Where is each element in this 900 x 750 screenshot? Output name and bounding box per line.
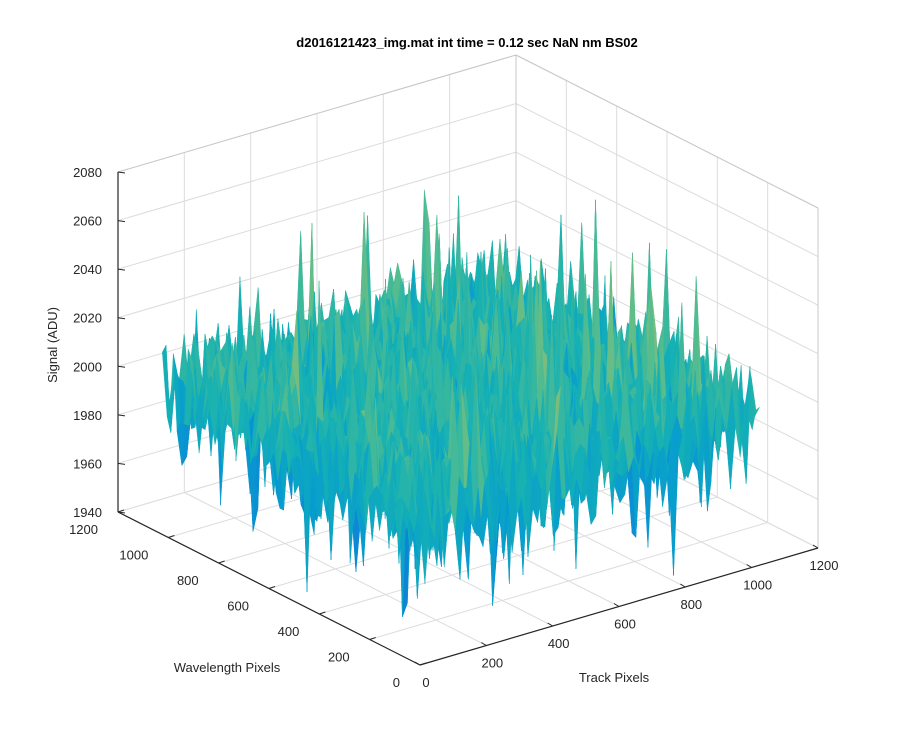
y-tick-label: 200 — [328, 650, 350, 665]
y-tick-label: 400 — [278, 624, 300, 639]
x-tick — [680, 583, 686, 588]
grid-lines — [117, 54, 819, 666]
x-tick-label: 600 — [614, 617, 636, 632]
z-tick-label: 2000 — [73, 359, 102, 374]
surface-cell — [416, 472, 426, 584]
grid-line-y-floor — [369, 522, 768, 640]
z-tick — [117, 462, 126, 465]
x-tick — [812, 544, 819, 549]
z-tick — [117, 511, 126, 514]
z-tick-label: 1980 — [73, 408, 102, 423]
y-tick — [268, 586, 276, 589]
surface-mesh — [162, 189, 760, 617]
y-tick-label: 0 — [393, 675, 400, 690]
y-tick — [369, 637, 376, 640]
x-tick-label: 1000 — [743, 578, 772, 593]
x-tick-label: 1200 — [810, 558, 839, 573]
x-tick — [481, 642, 487, 646]
y-tick-label: 1200 — [69, 522, 98, 537]
x-tick — [547, 622, 553, 627]
y-tick-label: 1000 — [119, 548, 148, 563]
z-tick-label: 2040 — [73, 262, 102, 277]
grid-line-y-floor — [319, 496, 718, 615]
axis-lines — [117, 171, 819, 666]
y-tick — [168, 535, 175, 538]
x-tick — [613, 603, 620, 607]
z-tick — [117, 317, 126, 320]
z-tick — [117, 365, 126, 368]
y-tick — [218, 560, 225, 564]
x-tick-label: 0 — [422, 675, 429, 690]
y-tick — [419, 662, 427, 666]
y-tick-label: 600 — [227, 599, 249, 614]
x-tick — [414, 661, 421, 666]
box-edge — [515, 54, 819, 209]
tick-labels: 0 200 400 600 800 1000 1200 0 200 400 600 800 1000 12… — [69, 165, 838, 690]
x-tick — [746, 564, 752, 568]
z-tick — [117, 268, 126, 271]
y-tick — [319, 611, 326, 615]
z-tick — [117, 414, 126, 417]
y-tick-label: 800 — [177, 573, 199, 588]
x-tick-label: 400 — [548, 636, 570, 651]
z-tick — [117, 171, 126, 174]
z-tick — [117, 220, 126, 223]
z-tick-label: 1960 — [73, 456, 102, 471]
x-tick-label: 200 — [481, 656, 503, 671]
x-tick-label: 800 — [680, 597, 702, 612]
box-edge — [117, 54, 517, 173]
z-tick-label: 1940 — [73, 505, 102, 520]
z-tick-label: 2020 — [73, 311, 102, 326]
